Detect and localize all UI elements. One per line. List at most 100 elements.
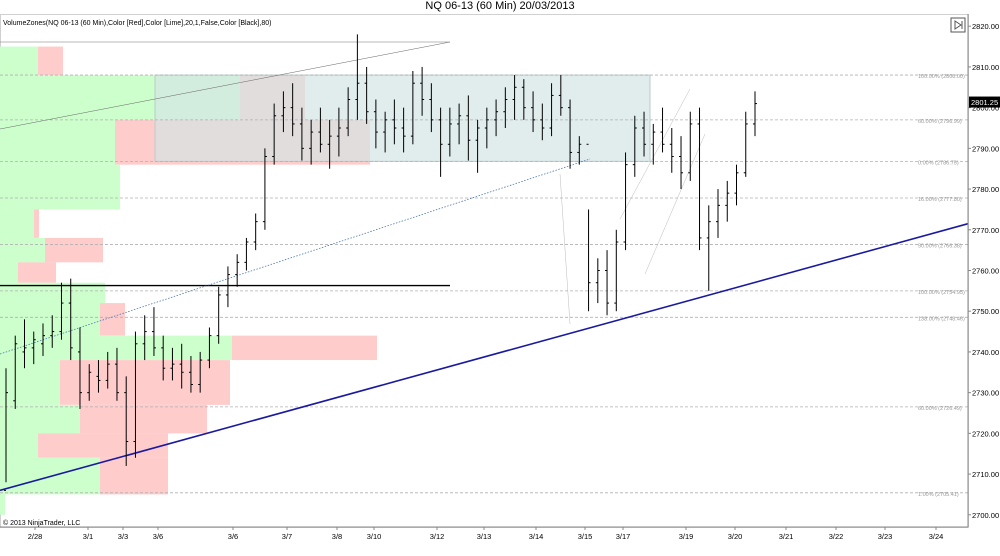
ohlc-bar [13, 335, 18, 409]
ohlc-bar [540, 103, 545, 141]
ohlc-bar [216, 286, 221, 344]
ohlc-bar [716, 189, 721, 238]
ohlc-bar [179, 343, 184, 389]
x-tick-label: 3/6 [153, 532, 163, 541]
ohlc-bar [364, 66, 369, 124]
fib-level-label: 100.00% (2754.95) [918, 290, 965, 296]
chart-panel[interactable]: 100.00% (2808.00) 60.00% (2796.99) 0.00% (… [0, 14, 1000, 551]
y-tick-label: 2790.00 [972, 144, 999, 153]
ohlc-bar [753, 91, 757, 137]
ohlc-bar [225, 266, 230, 308]
ohlc-bar [87, 364, 92, 401]
ohlc-bar [188, 356, 193, 393]
collapse-panel-icon[interactable] [950, 17, 966, 33]
y-tick-label: 2770.00 [972, 226, 999, 235]
x-tick-label: 3/12 [430, 532, 445, 541]
channel-line-upper[interactable] [0, 41, 451, 130]
ohlc-bar [299, 107, 304, 161]
ohlc-bar [595, 258, 600, 304]
x-tick-label: 3/6 [228, 532, 238, 541]
ohlc-bar [77, 327, 82, 409]
price-chart[interactable]: 100.00% (2808.00) 60.00% (2796.99) 0.00% (… [0, 14, 1000, 551]
volume-zone-up [0, 119, 115, 165]
ohlc-bar [632, 115, 637, 177]
ohlc-bar [734, 164, 739, 206]
ohlc-bar [198, 351, 203, 393]
ohlc-bar [669, 128, 674, 173]
channel-line-right[interactable] [619, 88, 691, 220]
ohlc-bar [531, 91, 536, 133]
ohlc-bar [151, 307, 156, 356]
y-tick-label: 2820.00 [972, 22, 999, 31]
ohlc-bar [68, 278, 73, 361]
ohlc-bar [31, 331, 36, 365]
volume-zone-down [38, 46, 63, 76]
volume-zone-down [100, 303, 125, 336]
ohlc-bar [642, 111, 647, 157]
ohlc-bar [290, 83, 295, 137]
ohlc-bar [235, 254, 240, 287]
volume-zone-down [38, 433, 168, 458]
trendline[interactable] [0, 222, 969, 492]
volume-zone-down [100, 457, 168, 495]
ohlc-bar [50, 315, 55, 348]
ohlc-bar [327, 119, 332, 169]
ohlc-bar [725, 180, 730, 222]
projection-line[interactable] [559, 173, 571, 325]
y-tick-label: 2710.00 [972, 470, 999, 479]
ohlc-bar [623, 152, 628, 251]
ohlc-bar [373, 99, 378, 149]
fib-level-label: 16.00% (2777.80) [918, 197, 962, 203]
volume-zone-up [0, 237, 45, 263]
ohlc-bar [697, 107, 702, 251]
volume-zone-up [0, 46, 38, 76]
ohlc-bar [59, 282, 64, 340]
volume-zone-down [34, 209, 39, 238]
y-axis: 2820.00 2810.00 2800.00 2790.00 2780.00 2770.… [967, 14, 999, 527]
x-tick-label: 3/23 [878, 532, 893, 541]
ohlc-bar [133, 331, 138, 458]
fib-level-label: 138.00% (2748.46) [918, 316, 965, 322]
ohlc-bar [346, 87, 351, 137]
ohlc-bar [484, 107, 489, 149]
x-tick-label: 3/10 [367, 532, 382, 541]
ohlc-bar [521, 79, 526, 120]
ohlc-bar [253, 213, 258, 251]
x-tick-label: 3/7 [282, 532, 292, 541]
ohlc-bar [281, 91, 286, 133]
fib-level-label: 50.00% (2766.38) [918, 243, 962, 249]
x-tick-label: 2/28 [28, 532, 43, 541]
ohlc-bar [114, 347, 119, 401]
y-tick-label: 2730.00 [972, 389, 999, 398]
y-tick-label: 2700.00 [972, 511, 999, 520]
x-tick-label: 3/15 [578, 532, 593, 541]
ohlc-bar [410, 71, 415, 145]
x-tick-label: 3/3 [118, 532, 128, 541]
x-tick-label: 3/17 [616, 532, 631, 541]
ohlc-bar [124, 376, 129, 466]
volume-zone-up [0, 360, 60, 405]
last-price-marker: 2801.25 [969, 96, 1000, 108]
x-tick-label: 3/8 [332, 532, 342, 541]
channel-line-right-2[interactable] [644, 133, 706, 275]
ohlc-bar [586, 143, 591, 312]
fib-level-label: 100.00% (2808.00) [918, 74, 965, 80]
x-tick-label: 3/24 [929, 532, 944, 541]
x-tick-label: 3/13 [477, 532, 492, 541]
ohlc-bar [383, 111, 388, 153]
ohlc-bar [22, 319, 27, 369]
y-tick-label: 2780.00 [972, 185, 999, 194]
fib-level-label: 60.00% (2796.99) [918, 119, 962, 125]
ohlc-bar [262, 148, 267, 230]
last-price-label: 2801.25 [971, 98, 998, 107]
x-tick-label: 3/14 [529, 532, 544, 541]
fib-retracement-box[interactable] [154, 74, 651, 162]
drawing-tools-layer [0, 41, 969, 492]
ohlc-bar [438, 107, 443, 177]
ohlc-bar [161, 335, 166, 381]
ohlc-bar [272, 103, 277, 165]
y-tick-label: 2740.00 [972, 348, 999, 357]
y-tick-label: 2750.00 [972, 307, 999, 316]
ohlc-bar [401, 107, 406, 153]
ohlc-bar [457, 103, 462, 145]
